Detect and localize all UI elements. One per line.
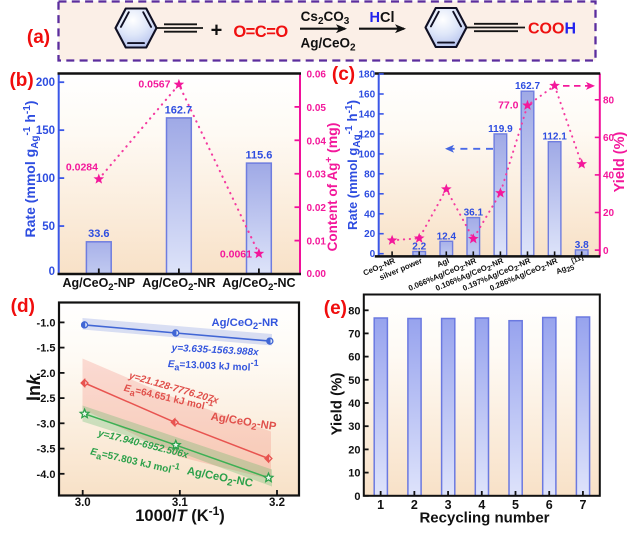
svg-text:100: 100 — [36, 173, 55, 185]
svg-text:+: + — [211, 20, 223, 42]
svg-text:(d): (d) — [11, 296, 35, 317]
svg-text:3.2: 3.2 — [269, 497, 285, 509]
svg-text:-2.0: -2.0 — [37, 368, 56, 380]
svg-text:60: 60 — [603, 133, 615, 144]
svg-text:Yield (%): Yield (%) — [612, 131, 628, 192]
svg-text:40: 40 — [348, 398, 360, 410]
svg-text:30: 30 — [348, 421, 360, 433]
svg-text:60: 60 — [364, 189, 376, 200]
svg-text:162.7: 162.7 — [165, 104, 193, 116]
svg-text:7: 7 — [579, 498, 586, 512]
svg-text:112.1: 112.1 — [542, 132, 567, 143]
svg-text:100: 100 — [359, 149, 376, 160]
svg-text:-1.5: -1.5 — [37, 343, 56, 355]
svg-text:0.0284: 0.0284 — [66, 162, 98, 174]
svg-text:180: 180 — [359, 70, 376, 81]
svg-text:-3.0: -3.0 — [37, 418, 56, 430]
svg-text:1000/T (K-1): 1000/T (K-1) — [135, 504, 225, 525]
svg-text:140: 140 — [359, 109, 376, 120]
svg-text:40: 40 — [364, 209, 376, 220]
svg-text:y=3.635-1563.988x: y=3.635-1563.988x — [170, 343, 259, 359]
svg-text:-1.0: -1.0 — [37, 317, 56, 329]
svg-text:5: 5 — [512, 498, 519, 512]
svg-text:162.7: 162.7 — [515, 81, 540, 92]
svg-text:Recycling number: Recycling number — [419, 510, 549, 527]
svg-text:0.00: 0.00 — [307, 269, 327, 280]
svg-text:80: 80 — [348, 305, 360, 317]
svg-text:Rate (mmol gAg-1 h-1): Rate (mmol gAg-1 h-1) — [22, 101, 41, 238]
svg-text:(b): (b) — [9, 70, 33, 91]
svg-text:77.0: 77.0 — [498, 100, 519, 112]
svg-text:-2.5: -2.5 — [37, 393, 56, 405]
svg-text:0: 0 — [370, 249, 376, 260]
svg-text:4: 4 — [478, 498, 485, 512]
svg-text:COOH: COOH — [528, 21, 576, 38]
svg-text:12.4: 12.4 — [437, 231, 457, 242]
svg-text:(e): (e) — [324, 298, 347, 319]
svg-text:50: 50 — [42, 221, 55, 233]
svg-text:Ea=13.003 kJ mol-1: Ea=13.003 kJ mol-1 — [168, 354, 259, 376]
svg-text:0.03: 0.03 — [307, 170, 327, 181]
svg-text:0.0567: 0.0567 — [138, 79, 170, 91]
svg-text:50: 50 — [348, 375, 360, 387]
svg-text:119.9: 119.9 — [488, 124, 513, 135]
svg-text:0.01: 0.01 — [307, 237, 327, 248]
svg-text:Ag/CeO2-NC: Ag/CeO2-NC — [222, 276, 295, 293]
svg-text:Ag25[11]: Ag25[11] — [554, 254, 587, 278]
svg-text:33.6: 33.6 — [88, 228, 109, 240]
svg-text:10: 10 — [348, 468, 360, 480]
svg-text:200: 200 — [36, 77, 55, 89]
svg-text:Cs2CO3: Cs2CO3 — [301, 9, 350, 27]
svg-text:lnk: lnk — [24, 374, 44, 401]
svg-text:150: 150 — [36, 125, 55, 137]
svg-text:0: 0 — [354, 491, 360, 503]
svg-text:3.1: 3.1 — [172, 497, 189, 509]
svg-text:36.1: 36.1 — [464, 208, 484, 219]
svg-text:Yield (%): Yield (%) — [329, 373, 346, 436]
svg-text:Ag/CeO2-NP: Ag/CeO2-NP — [62, 276, 135, 293]
svg-text:80: 80 — [364, 169, 376, 180]
svg-text:(c): (c) — [332, 64, 355, 85]
svg-text:Ag/CeO2: Ag/CeO2 — [300, 36, 356, 54]
svg-text:20: 20 — [603, 208, 615, 219]
svg-text:6: 6 — [546, 498, 553, 512]
svg-text:Content of Ag+ (mg): Content of Ag+ (mg) — [324, 123, 340, 252]
svg-text:Ag/CeO2-NR: Ag/CeO2-NR — [211, 317, 278, 332]
svg-text:0.05: 0.05 — [307, 103, 327, 114]
svg-text:120: 120 — [359, 129, 376, 140]
svg-text:0: 0 — [49, 266, 55, 278]
svg-text:-4.0: -4.0 — [37, 469, 56, 481]
svg-text:3.0: 3.0 — [75, 497, 91, 509]
svg-text:20: 20 — [348, 444, 360, 456]
svg-text:40: 40 — [603, 171, 615, 182]
svg-text:3.8: 3.8 — [575, 240, 589, 251]
svg-text:2.2: 2.2 — [412, 242, 426, 253]
svg-text:20: 20 — [364, 229, 376, 240]
svg-text:(a): (a) — [27, 27, 50, 48]
svg-text:O=C=O: O=C=O — [233, 23, 288, 41]
svg-text:2: 2 — [411, 498, 418, 512]
svg-text:115.6: 115.6 — [245, 150, 272, 162]
svg-text:70: 70 — [348, 328, 360, 340]
svg-text:-3.5: -3.5 — [37, 444, 56, 456]
svg-text:1: 1 — [377, 498, 384, 512]
svg-text:0.04: 0.04 — [307, 136, 327, 147]
svg-text:0.06: 0.06 — [307, 70, 327, 81]
svg-text:HCl: HCl — [370, 10, 395, 26]
svg-text:160: 160 — [359, 90, 376, 101]
svg-text:0.02: 0.02 — [307, 203, 327, 214]
svg-text:80: 80 — [603, 96, 615, 107]
svg-text:Ag/CeO2-NR: Ag/CeO2-NR — [142, 276, 215, 293]
svg-text:0: 0 — [603, 246, 609, 257]
svg-text:3: 3 — [445, 498, 452, 512]
svg-text:60: 60 — [348, 352, 360, 364]
svg-text:0.0061: 0.0061 — [220, 249, 252, 261]
